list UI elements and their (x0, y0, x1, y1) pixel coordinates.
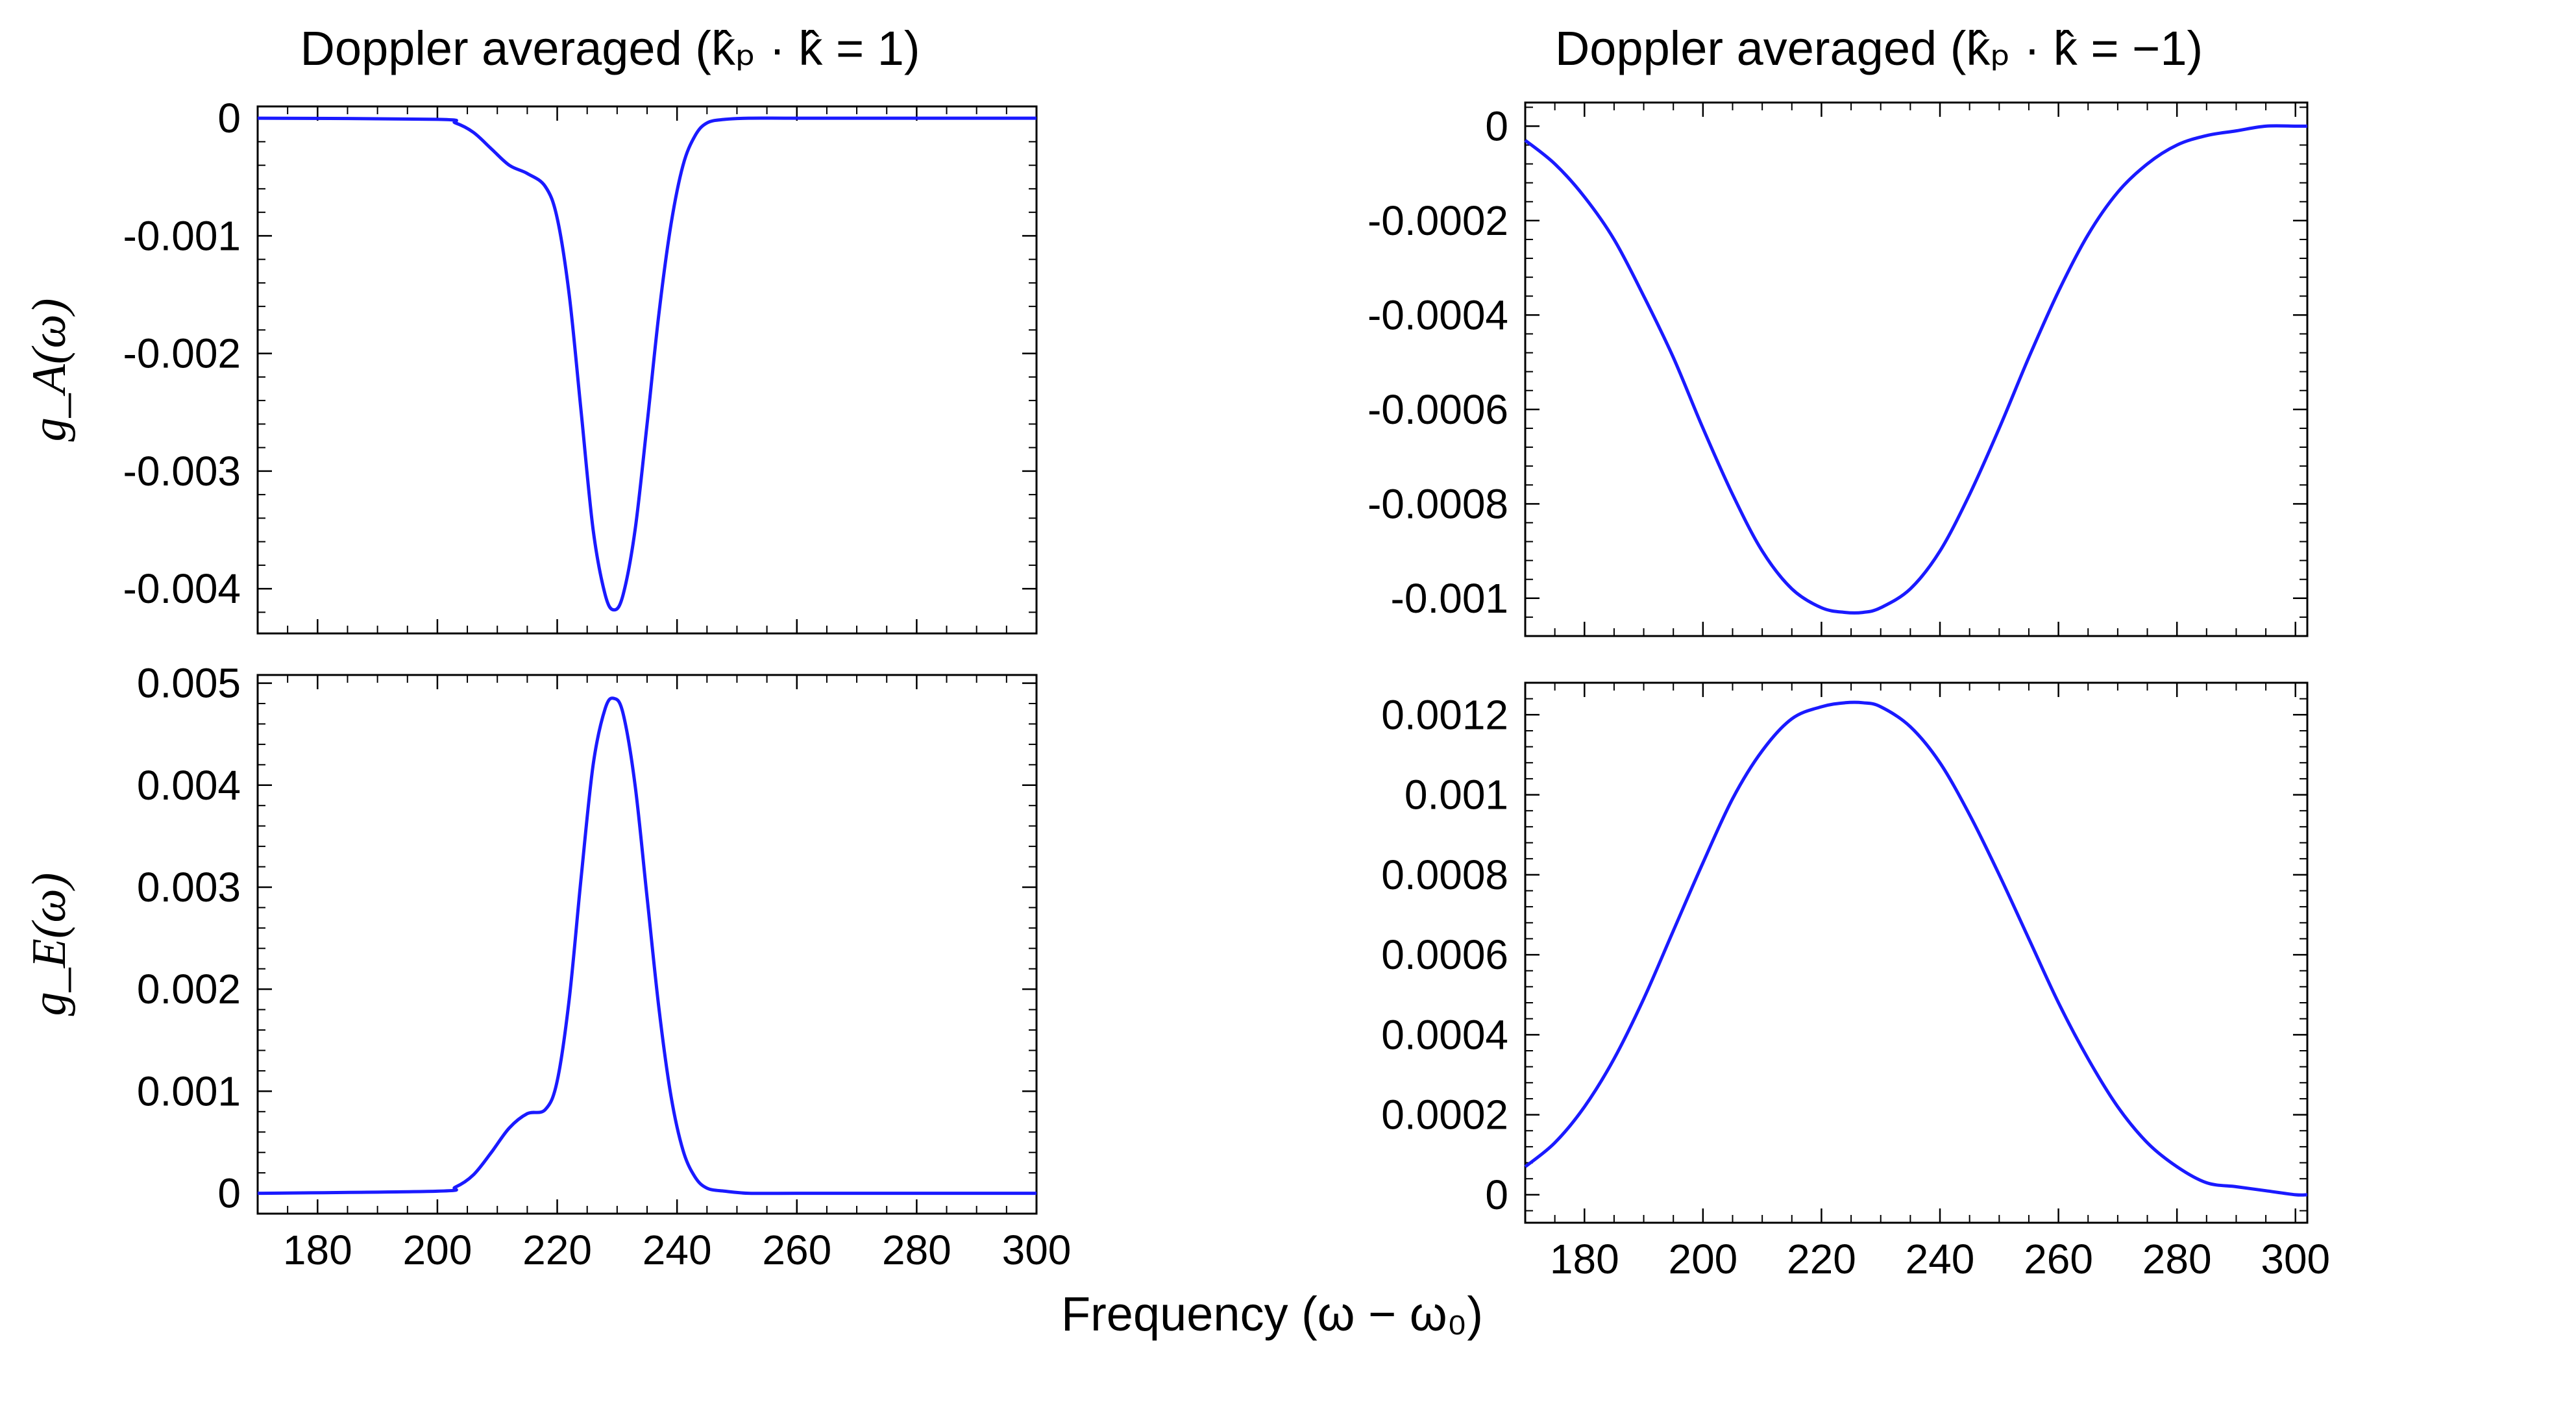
y-tick-label: 0.004 (137, 762, 241, 809)
y-tick-label: 0.0004 (1381, 1011, 1508, 1058)
plot-frame (256, 674, 1038, 1215)
y-axis-label: g_E(ω) (23, 873, 76, 1016)
y-tick-label: 0.001 (137, 1068, 241, 1114)
y-tick-label: 0.001 (1405, 772, 1508, 818)
shared-x-axis-label: Frequency (ω − ω₀) (1061, 1287, 1483, 1341)
x-tick-label: 180 (283, 1227, 352, 1273)
chart-title: Doppler averaged (k̂ₚ · k̂ = 1) (300, 21, 920, 75)
y-tick-label: -0.0006 (1368, 386, 1508, 433)
series-line (257, 116, 1037, 612)
x-tick-label: 260 (2024, 1236, 2093, 1282)
y-tick-label: -0.003 (123, 448, 241, 495)
x-tick-label: 300 (1002, 1227, 1072, 1273)
y-tick-label: 0 (1485, 103, 1508, 149)
y-tick-label: -0.001 (123, 212, 241, 259)
y-tick-label: -0.0002 (1368, 197, 1508, 244)
y-tick-label: 0 (217, 1170, 241, 1217)
panel-bottom-right: 180 200 220 240 260 280 300 0 0.0002 0.0004 0.0006… (1381, 681, 2330, 1282)
x-tick-label: 300 (2261, 1236, 2330, 1282)
x-tick-label: 240 (643, 1227, 712, 1273)
y-tick-label: 0.0008 (1381, 852, 1508, 898)
x-tick-label: 220 (522, 1227, 592, 1273)
y-axis-label: g_A(ω) (23, 299, 76, 442)
x-tick-label: 180 (1550, 1236, 1619, 1282)
x-tick-label: 280 (882, 1227, 951, 1273)
chart-title: Doppler averaged (k̂ₚ · k̂ = −1) (1555, 21, 2203, 75)
y-tick-label: -0.0008 (1368, 480, 1508, 527)
panel-bottom-left: 180 200 220 240 260 280 300 0 0.001 0.002 0.003 0.0… (23, 660, 1071, 1273)
y-tick-label: -0.004 (123, 565, 241, 612)
y-tick-label: 0.002 (137, 966, 241, 1012)
series-line (1524, 124, 2307, 615)
y-tick-label: 0.003 (137, 864, 241, 911)
y-tick-label: -0.0004 (1368, 291, 1508, 338)
x-tick-label: 240 (1906, 1236, 1975, 1282)
plot-frame (1524, 101, 2309, 637)
y-tick-label: 0.005 (137, 660, 241, 707)
x-tick-label: 200 (1668, 1236, 1737, 1282)
y-tick-label: -0.002 (123, 330, 241, 377)
x-tick-label: 280 (2142, 1236, 2212, 1282)
y-tick-label: 0.0002 (1381, 1092, 1508, 1138)
y-tick-label: 0 (217, 95, 241, 141)
y-tick-label: -0.001 (1391, 575, 1508, 622)
panels: 0 -0.001 -0.002 -0.003 -0.004 Doppler average… (23, 21, 2330, 1282)
series-line (257, 696, 1037, 1195)
panel-top-left: 0 -0.001 -0.002 -0.003 -0.004 Doppler average… (23, 21, 1038, 635)
y-tick-label: 0.0006 (1381, 931, 1508, 978)
series-line (1524, 700, 2308, 1197)
x-tick-label: 200 (403, 1227, 472, 1273)
x-tick-label: 260 (762, 1227, 831, 1273)
panel-top-right: 0 -0.0002 -0.0004 -0.0006 -0.0008 -0.001 Doppl… (1368, 21, 2309, 637)
y-tick-label: 0 (1485, 1171, 1508, 1218)
plot-frame (256, 105, 1038, 635)
y-tick-label: 0.0012 (1381, 691, 1508, 738)
plot-frame (1524, 681, 2309, 1224)
x-tick-label: 220 (1787, 1236, 1856, 1282)
